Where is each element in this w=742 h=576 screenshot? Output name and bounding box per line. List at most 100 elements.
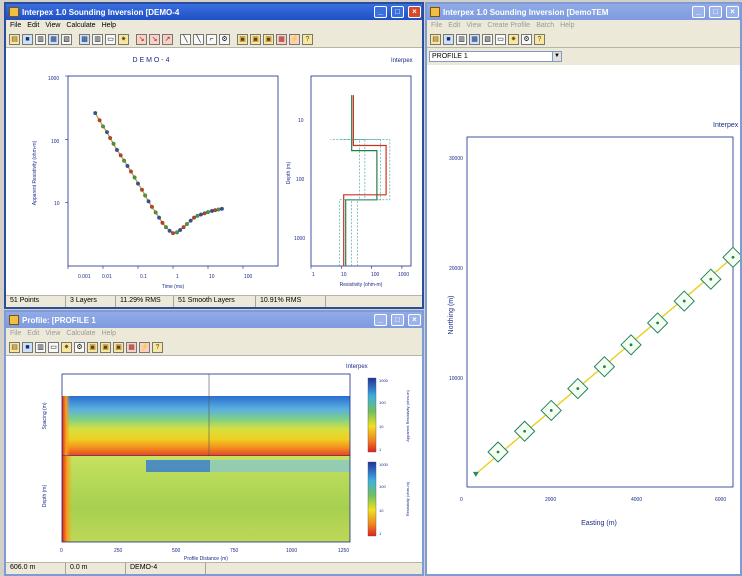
xtick-0.1: 0.1	[140, 274, 147, 280]
map-window-demotem[interactable]: Interpex 1.0 Sounding Inversion [DemoTEM…	[425, 2, 742, 576]
chevron-down-icon[interactable]: ▼	[552, 52, 561, 61]
panel-c-icon[interactable]: ▣	[113, 341, 124, 353]
open-icon[interactable]: ▤	[9, 341, 20, 353]
station-dot	[656, 321, 660, 325]
xtick-750: 750	[230, 548, 239, 554]
profile-window[interactable]: Profile: [PROFILE 1 _ □ × File Edit View…	[4, 310, 424, 576]
bottom-scale-label: Resistivity (ohm-m)	[405, 481, 410, 516]
open-icon[interactable]: ▤	[9, 33, 20, 45]
menu-edit[interactable]: Edit	[27, 22, 40, 29]
title-bar[interactable]: Profile: [PROFILE 1 _ □ ×	[6, 312, 422, 328]
menu-help[interactable]: Help	[101, 22, 116, 29]
line-c-icon[interactable]: ⌐	[206, 33, 217, 45]
station-dot	[682, 299, 686, 303]
save-icon[interactable]: ■	[22, 341, 33, 353]
print-icon[interactable]: ▥	[35, 341, 46, 353]
app-icon	[9, 7, 19, 17]
save-icon[interactable]: ■	[443, 33, 454, 45]
mtick-res-100: 100	[371, 272, 380, 278]
window-icon[interactable]: ▭	[495, 33, 506, 45]
minimize-button[interactable]: _	[374, 314, 387, 326]
menu-view[interactable]: View	[466, 22, 482, 29]
minimize-button[interactable]: _	[692, 6, 705, 18]
wand-icon[interactable]: ⚡	[289, 33, 300, 45]
ytick-10: 10	[54, 201, 60, 207]
menu-help[interactable]: Help	[101, 330, 116, 337]
title-bar[interactable]: Interpex 1.0 Sounding Inversion [DEMO-4 …	[6, 4, 422, 20]
help-icon[interactable]: ?	[534, 33, 545, 45]
grid-icon[interactable]: ▥	[92, 33, 103, 45]
settings-icon[interactable]: ⚙	[74, 341, 85, 353]
model-y-label: Depth (m)	[286, 162, 292, 185]
curve-c-icon[interactable]: ↗	[162, 33, 173, 45]
help-icon[interactable]: ?	[302, 33, 313, 45]
maximize-button[interactable]: □	[391, 314, 404, 326]
settings-icon[interactable]: ⚙	[219, 33, 230, 45]
menu-create-profile[interactable]: Create Profile	[487, 22, 531, 29]
app-icon	[9, 315, 19, 325]
window-icon[interactable]: ▭	[48, 341, 59, 353]
panel-a-icon[interactable]: ▣	[237, 33, 248, 45]
print-icon[interactable]: ▥	[35, 33, 46, 45]
save-icon[interactable]: ■	[22, 33, 33, 45]
print-icon[interactable]: ▥	[456, 33, 467, 45]
panel-b-icon[interactable]: ▣	[100, 341, 111, 353]
curve-a-icon[interactable]: ↘	[136, 33, 147, 45]
menu-help[interactable]: Help	[560, 22, 575, 29]
menu-view[interactable]: View	[45, 330, 61, 337]
table-icon[interactable]: ▩	[79, 33, 90, 45]
menu-file[interactable]: File	[10, 22, 22, 29]
maximize-button[interactable]: □	[709, 6, 722, 18]
window-icon[interactable]: ▭	[105, 33, 116, 45]
sun-icon[interactable]: ✷	[118, 33, 129, 45]
close-button[interactable]: ×	[408, 6, 421, 18]
help-icon[interactable]: ?	[152, 341, 163, 353]
print-preview-icon[interactable]: ▧	[482, 33, 493, 45]
top-color-scale	[367, 377, 377, 453]
line-b-icon[interactable]: ╲	[193, 33, 204, 45]
wand-icon[interactable]: ⚡	[139, 341, 150, 353]
panel-d-icon[interactable]: ▦	[276, 33, 287, 45]
settings-icon[interactable]: ⚙	[521, 33, 532, 45]
menu-calculate[interactable]: Calculate	[66, 22, 96, 29]
minimize-button[interactable]: _	[374, 6, 387, 18]
panel-b-icon[interactable]: ▣	[250, 33, 261, 45]
status-x-position: 606.0 m	[6, 563, 66, 574]
open-icon[interactable]: ▤	[430, 33, 441, 45]
title-bar[interactable]: Interpex 1.0 Sounding Inversion [DemoTEM…	[427, 4, 740, 20]
data-point	[210, 208, 214, 213]
menu-file[interactable]: File	[431, 22, 443, 29]
toolbar: ▤ ■ ▥ ▭ ✷ ⚙ ▣ ▣ ▣ ▦ ⚡ ?	[6, 339, 422, 356]
top-scale-1000: 1000	[379, 378, 389, 383]
copy-icon[interactable]: ▦	[469, 33, 480, 45]
copy-icon[interactable]: ▦	[48, 33, 59, 45]
sounding-window-demo4[interactable]: Interpex 1.0 Sounding Inversion [DEMO-4 …	[4, 2, 424, 309]
curve-b-icon[interactable]: ↘	[149, 33, 160, 45]
menu-calculate[interactable]: Calculate	[66, 330, 96, 337]
model-series-line	[343, 95, 387, 267]
print-preview-icon[interactable]: ▧	[61, 33, 72, 45]
mtick-res-1000: 1000	[398, 272, 409, 278]
panel-c-icon[interactable]: ▣	[263, 33, 274, 45]
line-a-icon[interactable]: ╲	[180, 33, 191, 45]
panel-d-icon[interactable]: ▦	[126, 341, 137, 353]
menu-edit[interactable]: Edit	[27, 330, 40, 337]
sun-icon[interactable]: ✷	[61, 341, 72, 353]
maximize-button[interactable]: □	[391, 6, 404, 18]
close-button[interactable]: ×	[408, 314, 421, 326]
menu-edit[interactable]: Edit	[448, 22, 461, 29]
sun-icon[interactable]: ✷	[508, 33, 519, 45]
close-button[interactable]: ×	[726, 6, 739, 18]
profile-dropdown[interactable]: PROFILE 1 ▼	[429, 51, 562, 62]
ytick-100: 100	[51, 139, 60, 145]
xtick-1: 1	[176, 274, 179, 280]
station-dot	[576, 387, 580, 390]
menu-bar: File Edit View Calculate Help	[6, 328, 422, 339]
panel-a-icon[interactable]: ▣	[87, 341, 98, 353]
menu-view[interactable]: View	[45, 22, 61, 29]
data-point	[192, 215, 197, 220]
menu-batch[interactable]: Batch	[536, 22, 555, 29]
data-point	[206, 210, 210, 215]
data-point	[216, 207, 221, 212]
menu-file[interactable]: File	[10, 330, 22, 337]
